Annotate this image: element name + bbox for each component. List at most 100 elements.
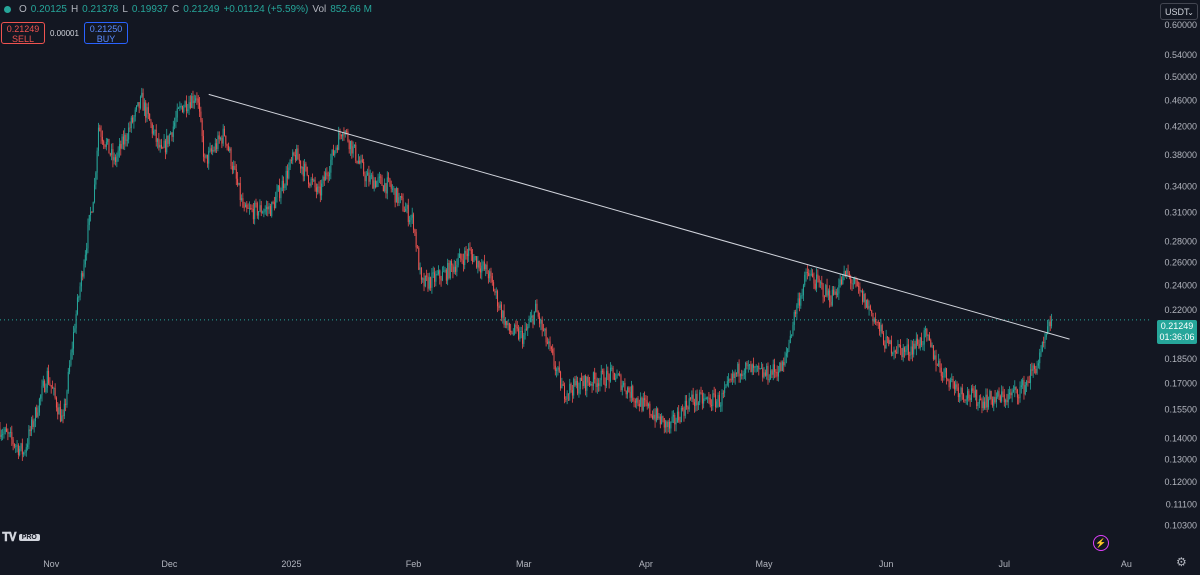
- candle-body: [65, 403, 67, 405]
- candle-body: [321, 183, 323, 196]
- candle: [532, 314, 534, 329]
- candle-body: [497, 291, 499, 307]
- candle: [254, 200, 256, 225]
- candle: [37, 405, 39, 419]
- gear-icon[interactable]: ⚙: [1176, 555, 1187, 569]
- candle-body: [977, 403, 979, 407]
- candle-body: [263, 211, 265, 213]
- x-axis: Nov Dec 2025 Feb Mar Apr May Jun Jul Au: [43, 559, 1132, 569]
- buy-button[interactable]: 0.21250 BUY: [84, 22, 128, 44]
- candle-body: [840, 279, 842, 284]
- candle: [909, 351, 911, 362]
- candle-body: [489, 271, 491, 279]
- candle: [201, 118, 203, 143]
- candle-body: [969, 397, 971, 400]
- candle: [862, 288, 863, 305]
- candle: [422, 277, 424, 283]
- candle: [272, 200, 274, 205]
- candle: [1041, 341, 1043, 353]
- candle-body: [1015, 386, 1017, 390]
- candle-body: [998, 391, 1000, 397]
- candle: [809, 270, 811, 281]
- candle: [40, 394, 42, 406]
- candle: [901, 348, 903, 361]
- candle-body: [907, 344, 909, 355]
- candle: [139, 95, 141, 110]
- candle-body: [97, 127, 99, 151]
- candle: [181, 105, 183, 113]
- candle: [483, 254, 485, 271]
- candle-body: [609, 367, 611, 382]
- candle: [630, 380, 632, 403]
- candle-body: [858, 286, 860, 287]
- candle-body: [994, 396, 996, 403]
- candle: [847, 264, 849, 277]
- candle-body: [336, 147, 338, 150]
- candle: [585, 374, 587, 396]
- candle-body: [472, 254, 474, 263]
- candle-body: [877, 322, 879, 324]
- candle-body: [452, 265, 454, 273]
- candle-body: [630, 386, 632, 398]
- lightning-icon[interactable]: ⚡: [1093, 535, 1109, 551]
- candle: [1023, 375, 1025, 400]
- candle: [549, 336, 551, 352]
- candle-body: [246, 204, 248, 209]
- candle: [930, 338, 932, 348]
- candle: [732, 369, 734, 386]
- candle: [199, 96, 201, 118]
- candle: [124, 128, 126, 151]
- candle-body: [347, 131, 349, 142]
- y-tick-label: 0.28000: [1164, 237, 1197, 247]
- candle-body: [482, 261, 484, 266]
- candle-body: [852, 283, 854, 285]
- sell-button[interactable]: 0.21249 SELL: [1, 22, 45, 44]
- candle-body: [468, 248, 470, 257]
- candle-body: [79, 286, 81, 297]
- candle: [914, 340, 916, 350]
- currency-selector[interactable]: USDT ⌄: [1160, 3, 1198, 20]
- candle: [137, 102, 139, 107]
- candle: [326, 167, 328, 180]
- candle: [833, 286, 835, 296]
- candle: [922, 341, 924, 351]
- candle-body: [529, 317, 531, 322]
- candle-body: [376, 181, 378, 188]
- candle-body: [675, 422, 677, 425]
- candle: [465, 246, 467, 260]
- candle-body: [842, 275, 844, 284]
- candle-body: [690, 398, 692, 400]
- trendline[interactable]: [208, 93, 1070, 340]
- tradingview-logo-icon[interactable]: 𝐓𝐕 PRO: [2, 530, 40, 545]
- candle: [172, 120, 174, 143]
- candle: [256, 201, 258, 219]
- candle: [180, 103, 182, 110]
- x-tick-label: 2025: [281, 559, 301, 569]
- candle: [661, 413, 663, 425]
- candle-body: [528, 321, 530, 327]
- candle-body: [504, 320, 506, 325]
- candle: [629, 386, 631, 402]
- candle: [567, 393, 569, 402]
- candle-body: [339, 132, 341, 135]
- candle-body: [90, 212, 92, 216]
- candle: [204, 153, 206, 163]
- candle: [153, 125, 155, 136]
- candle-body: [490, 271, 492, 277]
- candle-body: [309, 184, 311, 186]
- candle: [648, 402, 650, 409]
- candle-body: [968, 390, 970, 398]
- candle-body: [357, 160, 359, 164]
- candle: [453, 259, 455, 275]
- candle-body: [676, 411, 678, 423]
- candle: [33, 418, 35, 433]
- candle: [6, 423, 8, 433]
- candle-body: [531, 315, 533, 318]
- candle-body: [963, 394, 965, 400]
- candle-body: [87, 224, 89, 249]
- candle-body: [271, 202, 273, 216]
- candle-body: [835, 291, 837, 295]
- candle: [364, 171, 366, 187]
- candle-body: [146, 107, 148, 118]
